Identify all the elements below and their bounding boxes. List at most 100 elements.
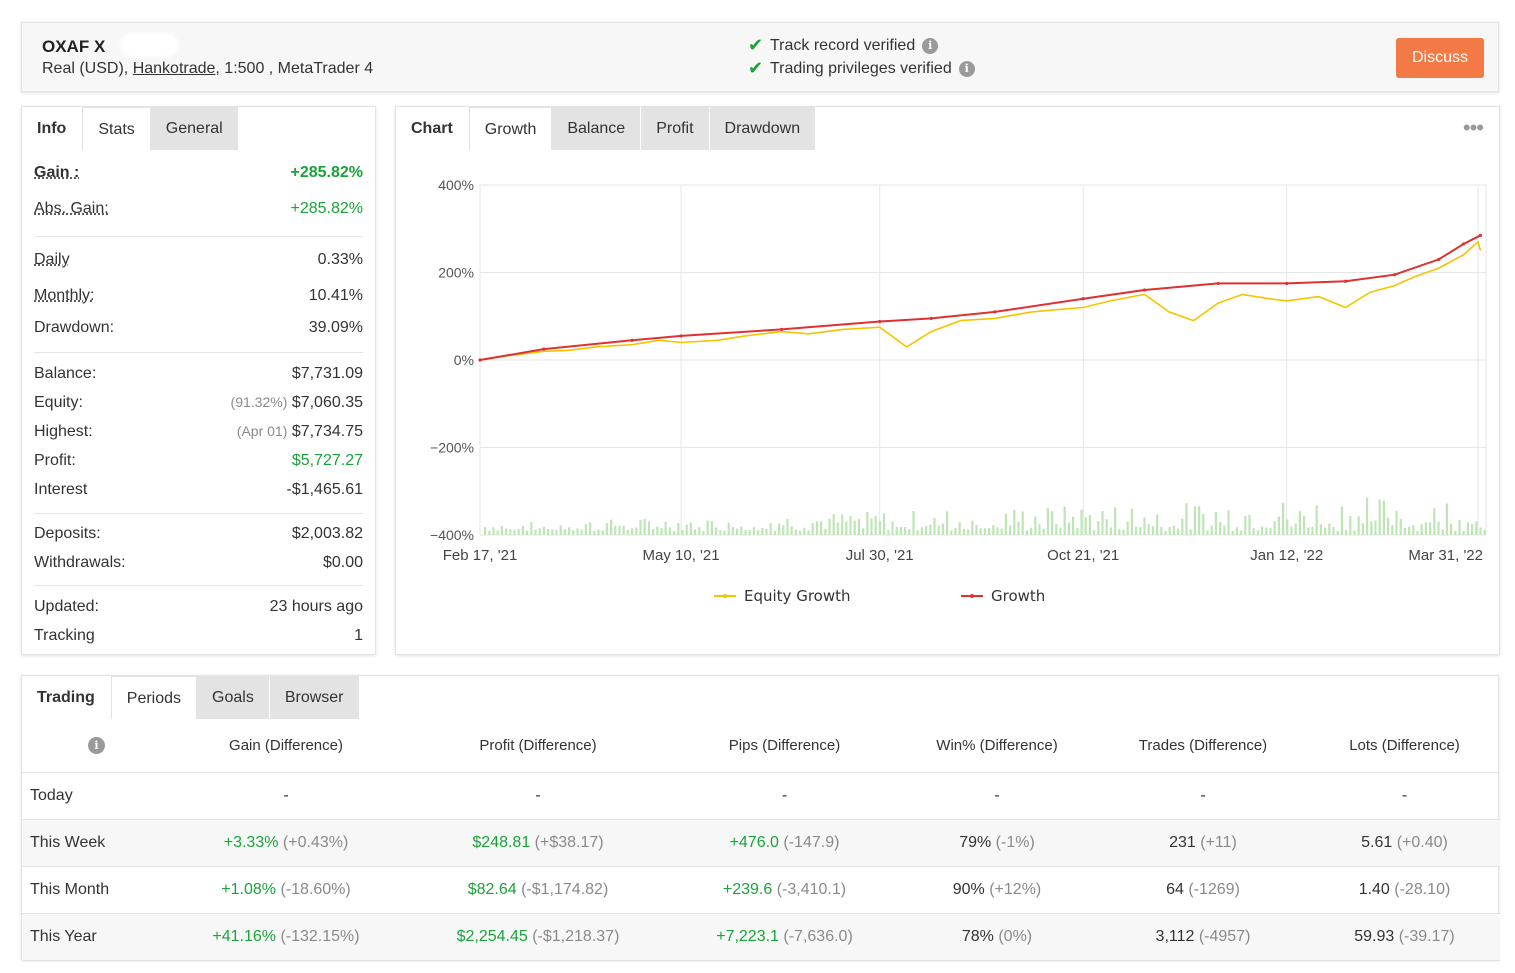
cell-difference: (+0.43%): [278, 833, 349, 851]
tab-drawdown[interactable]: Drawdown: [709, 107, 817, 150]
volume-bar: [1349, 515, 1352, 535]
volume-bar: [803, 527, 806, 535]
volume-bar: [1416, 530, 1419, 535]
volume-bar: [1093, 530, 1096, 535]
volume-bar: [1143, 517, 1146, 535]
volume-bar: [1450, 523, 1453, 535]
volume-bar: [769, 523, 772, 535]
table-cell: 90% (+12%): [897, 866, 1097, 914]
table-cell: -: [168, 772, 404, 820]
y-tick-label: 0%: [454, 352, 474, 368]
volume-bar: [1273, 521, 1276, 535]
cell-value: $82.64: [467, 880, 517, 898]
volume-bar: [635, 527, 638, 535]
info-icon[interactable]: i: [88, 737, 105, 755]
info-tabs: Info Stats General: [22, 107, 239, 150]
growth-point: [780, 327, 784, 331]
cell-value: +7,223.1: [716, 927, 779, 945]
trading-panel: Trading Periods Goals Browser i Gain (Di…: [21, 675, 1500, 961]
volume-bar: [1441, 529, 1444, 535]
volume-bar: [925, 526, 928, 535]
stat-highest: Highest: (Apr 01) $7,734.75: [34, 423, 363, 440]
volume-bar: [836, 522, 839, 535]
growth-chart: 400% 200% 0% −200% −400% Feb 17, '21 May 10, '…: [430, 177, 1487, 605]
volume-bar: [1290, 526, 1293, 535]
volume-bar: [778, 523, 781, 535]
info-icon[interactable]: i: [922, 37, 939, 54]
tab-trading[interactable]: Trading: [22, 676, 111, 719]
tab-growth[interactable]: Growth: [468, 107, 553, 150]
volume-bar: [799, 530, 802, 535]
tab-general[interactable]: General: [150, 107, 239, 150]
tab-goals[interactable]: Goals: [197, 676, 270, 719]
cell-value: 64: [1166, 880, 1184, 898]
volume-bar: [937, 525, 940, 535]
growth-point: [1478, 233, 1483, 237]
header-gain: Gain (Difference): [168, 719, 404, 773]
tab-stats[interactable]: Stats: [82, 107, 151, 150]
volume-bar: [1429, 522, 1432, 535]
info-icon[interactable]: i: [958, 60, 975, 77]
volume-bar: [1391, 525, 1394, 535]
volume-bar: [1433, 507, 1436, 535]
volume-bar: [941, 523, 944, 535]
volume-bar: [542, 526, 545, 535]
volume-bar: [1357, 516, 1360, 535]
broker-link[interactable]: Hankotrade: [132, 60, 216, 77]
tab-browser[interactable]: Browser: [269, 676, 360, 719]
volume-bar: [887, 529, 890, 535]
volume-bar: [715, 527, 718, 535]
cell-value: 59.93: [1354, 927, 1395, 945]
tab-profit[interactable]: Profit: [641, 107, 710, 150]
volume-bar: [1420, 524, 1423, 535]
volume-bar: [656, 526, 659, 535]
volume-bar: [1072, 516, 1075, 535]
cell-difference: (+0.40): [1392, 833, 1448, 851]
volume-bar: [643, 519, 646, 535]
stat-daily: Daily 0.33%: [34, 251, 363, 268]
tab-chart[interactable]: Chart: [396, 107, 469, 150]
x-tick-label: Feb 17, '21: [443, 547, 518, 564]
volume-bar: [484, 527, 487, 535]
volume-bar: [1282, 502, 1285, 535]
trading-tabs: Trading Periods Goals Browser: [22, 676, 360, 719]
volume-bar: [593, 530, 596, 535]
volume-bar: [1269, 527, 1272, 535]
discuss-button[interactable]: Discuss: [1396, 38, 1484, 78]
volume-bar: [1172, 525, 1175, 535]
cell-difference: (-147.9): [778, 833, 840, 851]
tab-periods[interactable]: Periods: [110, 676, 198, 719]
stat-interest: Interest -$1,465.61: [34, 481, 363, 498]
volume-bar: [904, 526, 907, 535]
volume-bar: [1206, 530, 1209, 535]
growth-point: [878, 319, 882, 324]
volume-bar: [505, 528, 508, 535]
volume-bar: [1319, 524, 1322, 535]
cell-difference: (-3,410.1): [772, 880, 847, 898]
cell-difference: (-$1,218.37): [527, 927, 620, 945]
cell-value: -: [781, 786, 788, 804]
volume-bar: [731, 527, 734, 535]
volume-bar: [1122, 529, 1125, 535]
volume-bar: [807, 530, 810, 535]
volume-bar: [1361, 523, 1364, 535]
cell-value: -: [535, 786, 541, 804]
table-row: This Month +1.08% (-18.60%) $82.64 (-$1,17…: [22, 866, 1500, 914]
volume-bar: [580, 529, 583, 535]
volume-bar: [773, 530, 776, 535]
x-tick-label: May 10, '21: [643, 547, 720, 564]
growth-point: [1437, 257, 1441, 261]
volume-bar: [639, 520, 642, 535]
tab-info[interactable]: Info: [22, 107, 83, 150]
more-options-icon[interactable]: •••: [1462, 115, 1484, 140]
volume-bar: [862, 528, 865, 535]
volume-bar: [1021, 511, 1024, 535]
volume-bar: [794, 529, 797, 535]
volume-bar: [622, 525, 625, 535]
table-cell: -: [1309, 772, 1500, 820]
legend-label: Equity Growth: [744, 587, 851, 605]
periods-table: i Gain (Difference) Profit (Difference) …: [22, 719, 1500, 961]
volume-bar: [1454, 530, 1457, 535]
tab-balance[interactable]: Balance: [552, 107, 642, 150]
table-cell: 3,112 (-4957): [1097, 913, 1309, 961]
